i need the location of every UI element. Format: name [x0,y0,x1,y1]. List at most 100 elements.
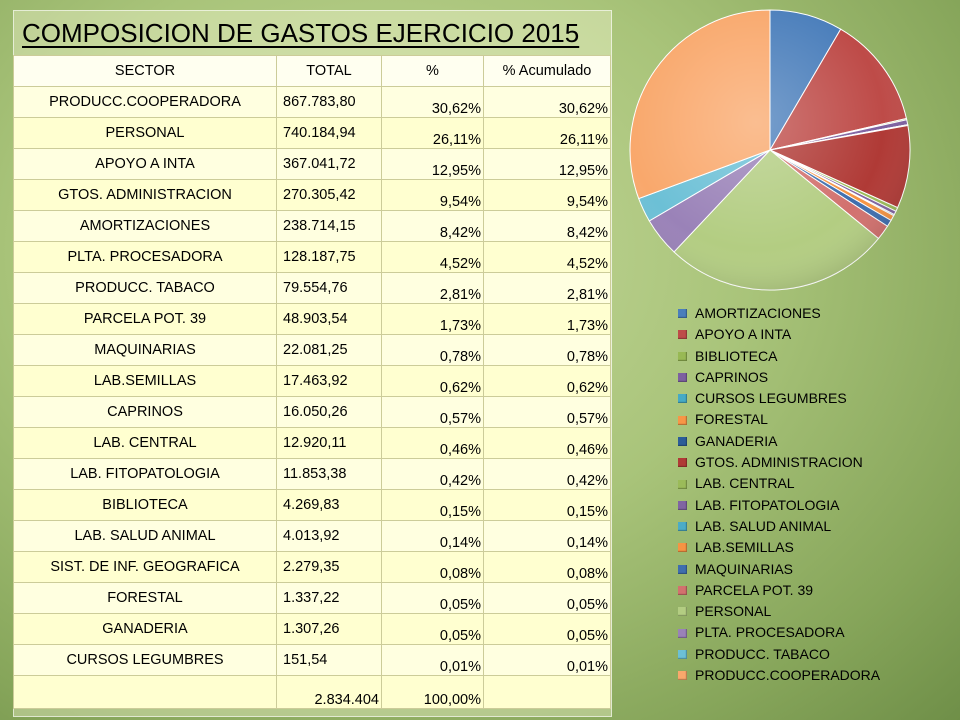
table-row: CURSOS LEGUMBRES 151,54 0,01% 0,01% [13,644,611,676]
cell-pct: 0,15% [381,489,484,521]
table-row: LAB. CENTRAL 12.920,11 0,46% 0,46% [13,427,611,459]
legend-label: CAPRINOS [695,368,769,385]
legend-swatch [678,415,687,425]
legend-item: CAPRINOS [678,367,948,388]
cell-sector: LAB. SALUD ANIMAL [13,520,277,552]
legend-swatch [678,649,687,659]
table-row: BIBLIOTECA 4.269,83 0,15% 0,15% [13,489,611,521]
table-row: PERSONAL 740.184,94 26,11% 26,11% [13,117,611,149]
legend-swatch [678,373,687,383]
cell-pct: 4,52% [381,241,484,273]
table-row: FORESTAL 1.337,22 0,05% 0,05% [13,582,611,614]
cell-sector: CURSOS LEGUMBRES [13,644,277,676]
cell-pct: 2,81% [381,272,484,304]
cell-sector: APOYO A INTA [13,148,277,180]
legend-item: BIBLIOTECA [678,346,948,367]
legend-swatch [678,500,687,510]
cell-acc: 0,62% [483,365,611,397]
total-cell-sector [13,675,277,709]
cell-pct: 0,14% [381,520,484,552]
legend-item: LAB. CENTRAL [678,473,948,494]
cell-pct: 8,42% [381,210,484,242]
cell-pct: 0,05% [381,613,484,645]
cell-pct: 0,05% [381,582,484,614]
page-title: COMPOSICION DE GASTOS EJERCICIO 2015 [22,18,580,48]
legend-swatch [678,479,687,489]
cell-sector: SIST. DE INF. GEOGRAFICA [13,551,277,583]
legend-swatch [678,458,687,468]
total-cell-pct: 100,00% [381,675,484,709]
cell-total: 22.081,25 [276,334,382,366]
table-total-row: 2.834.404 100,00% [13,675,611,709]
legend-item: AMORTIZACIONES [678,303,948,324]
legend-label: GANADERIA [695,432,778,449]
legend-label: CURSOS LEGUMBRES [695,390,847,407]
legend-label: PRODUCC.COOPERADORA [695,667,881,684]
legend-label: LAB. FITOPATOLOGIA [695,496,840,513]
cell-total: 4.269,83 [276,489,382,521]
header-pct: % [381,55,484,87]
legend-item: PARCELA POT. 39 [678,580,948,601]
cell-acc: 0,01% [483,644,611,676]
cell-pct: 0,46% [381,427,484,459]
cell-acc: 0,14% [483,520,611,552]
cell-total: 740.184,94 [276,117,382,149]
legend-swatch [678,330,687,340]
cell-acc: 26,11% [483,117,611,149]
legend-swatch [678,628,687,638]
legend-item: PLTA. PROCESADORA [678,622,948,643]
cell-total: 128.187,75 [276,241,382,273]
cell-acc: 8,42% [483,210,611,242]
cell-sector: PARCELA POT. 39 [13,303,277,335]
cell-pct: 0,78% [381,334,484,366]
cell-sector: MAQUINARIAS [13,334,277,366]
cell-pct: 0,57% [381,396,484,428]
table-row: GANADERIA 1.307,26 0,05% 0,05% [13,613,611,645]
cell-sector: GANADERIA [13,613,277,645]
table-row: PLTA. PROCESADORA 128.187,75 4,52% 4,52% [13,241,611,273]
legend-label: LAB. SALUD ANIMAL [695,517,832,534]
cell-sector: PRODUCC.COOPERADORA [13,86,277,118]
cell-pct: 30,62% [381,86,484,118]
cell-pct: 9,54% [381,179,484,211]
table-row: APOYO A INTA 367.041,72 12,95% 12,95% [13,148,611,180]
cell-total: 270.305,42 [276,179,382,211]
legend-swatch [678,671,687,681]
pie-shading [630,10,910,290]
cell-acc: 1,73% [483,303,611,335]
legend-swatch [678,436,687,446]
legend-label: GTOS. ADMINISTRACION [695,454,863,471]
legend-item: GANADERIA [678,431,948,452]
legend-swatch [678,351,687,361]
cell-sector: AMORTIZACIONES [13,210,277,242]
cell-acc: 0,05% [483,582,611,614]
legend-item: LAB. FITOPATOLOGIA [678,495,948,516]
cell-sector: BIBLIOTECA [13,489,277,521]
chart-legend: AMORTIZACIONES APOYO A INTA BIBLIOTECA CAPR… [678,303,948,686]
legend-item: APOYO A INTA [678,324,948,345]
legend-item: LAB. SALUD ANIMAL [678,516,948,537]
cell-acc: 0,42% [483,458,611,490]
cell-sector: PRODUCC. TABACO [13,272,277,304]
legend-item: LAB.SEMILLAS [678,537,948,558]
cell-acc: 0,08% [483,551,611,583]
cell-total: 79.554,76 [276,272,382,304]
legend-item: PRODUCC. TABACO [678,644,948,665]
pie-chart-container [620,0,960,300]
cell-acc: 0,46% [483,427,611,459]
legend-item: PRODUCC.COOPERADORA [678,665,948,686]
legend-swatch [678,309,687,319]
legend-label: LAB.SEMILLAS [695,539,794,556]
table-row: LAB.SEMILLAS 17.463,92 0,62% 0,62% [13,365,611,397]
table-row: CAPRINOS 16.050,26 0,57% 0,57% [13,396,611,428]
cell-sector: CAPRINOS [13,396,277,428]
cell-total: 17.463,92 [276,365,382,397]
table-header-row: SECTOR TOTAL % % Acumulado [13,55,611,87]
legend-item: FORESTAL [678,409,948,430]
table-row: PRODUCC. TABACO 79.554,76 2,81% 2,81% [13,272,611,304]
cell-acc: 0,78% [483,334,611,366]
cell-acc: 12,95% [483,148,611,180]
header-acc: % Acumulado [483,55,611,87]
cell-acc: 4,52% [483,241,611,273]
cell-pct: 0,62% [381,365,484,397]
